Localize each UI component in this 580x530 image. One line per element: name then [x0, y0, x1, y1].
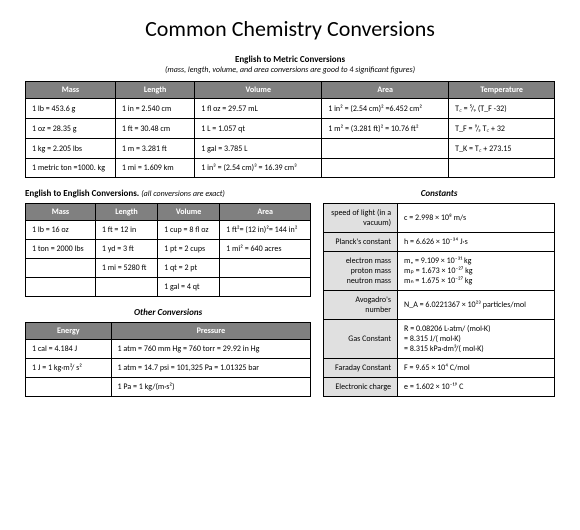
col-area: Area — [322, 82, 449, 99]
table-row: 1 kg = 2.205 lbs1 m = 3.281 ft1 gal = 3.… — [26, 139, 555, 159]
table-row: electron mass proton mass neutron massmₑ… — [324, 252, 555, 291]
table-constants: speed of light (in a vacuum)c = 2.998 × … — [323, 203, 555, 397]
table-row: 1 metric ton =1000. kg1 mi = 1.609 km1 i… — [26, 159, 555, 178]
table-row: Gas ConstantR = 0.08206 L·atm/ (mol·K) =… — [324, 320, 555, 359]
table-row: Electronic chargee = 1.602 × 10⁻¹⁹ C — [324, 378, 555, 397]
col-volume: Volume — [195, 82, 322, 99]
table-row: 1 gal = 4 qt — [26, 278, 311, 297]
section1-heading: English to Metric Conversions — [25, 54, 555, 65]
table-row: 1 J = 1 kg·m²/ s²1 atm = 14.7 psi = 101,… — [26, 359, 311, 378]
table-row: Faraday ConstantF = 9.65 × 10⁴ C/mol — [324, 359, 555, 378]
col-volume: Volume — [158, 204, 220, 221]
table-row: 1 cal = 4.184 J1 atm = 760 mm Hg = 760 t… — [26, 340, 311, 359]
table-english-metric: Mass Length Volume Area Temperature 1 lb… — [25, 81, 555, 178]
page-title: Common Chemistry Conversions — [25, 15, 555, 42]
col-pressure: Pressure — [111, 323, 311, 340]
col-length: Length — [95, 204, 157, 221]
table-row: 1 oz = 28.35 g1 ft = 30.48 cm1 L = 1.057… — [26, 119, 555, 139]
table-row: 1 Pa = 1 kg/(m·s²) — [26, 378, 311, 397]
table-other: Energy Pressure 1 cal = 4.184 J1 atm = 7… — [25, 322, 311, 397]
table-english-english: Mass Length Volume Area 1 lb = 16 oz1 ft… — [25, 203, 311, 297]
table-row: Avogadro's numberN_A = 6.0221367 × 10²³ … — [324, 291, 555, 320]
table-row: Planck's constanth = 6.626 × 10⁻³⁴ J·s — [324, 233, 555, 252]
col-mass: Mass — [26, 82, 116, 99]
table-row: 1 ton = 2000 lbs1 yd = 3 ft1 pt = 2 cups… — [26, 240, 311, 259]
table-row: 1 lb = 16 oz1 ft = 12 in1 cup = 8 fl oz1… — [26, 221, 311, 240]
col-mass: Mass — [26, 204, 96, 221]
table-row: speed of light (in a vacuum)c = 2.998 × … — [324, 204, 555, 233]
table-row: 1 lb = 453.6 g1 in = 2.540 cm1 fl oz = 2… — [26, 99, 555, 119]
table-row: 1 mi = 5280 ft1 qt = 2 pt — [26, 259, 311, 278]
section2-heading: English to English Conversions. (all con… — [25, 188, 311, 199]
other-heading: Other Conversions — [25, 307, 311, 318]
col-temp: Temperature — [449, 82, 555, 99]
col-energy: Energy — [26, 323, 112, 340]
constants-heading: Constants — [323, 188, 555, 199]
col-area: Area — [220, 204, 311, 221]
col-length: Length — [115, 82, 194, 99]
section1-sub: (mass, length, volume, and area conversi… — [25, 65, 555, 75]
